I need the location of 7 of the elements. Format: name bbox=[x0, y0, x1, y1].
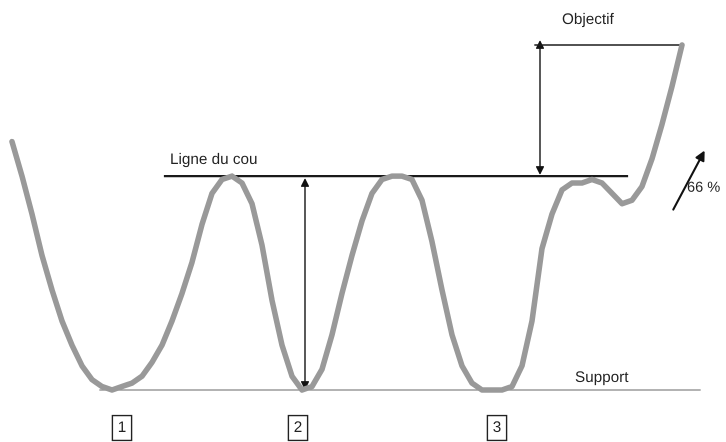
text: 3 bbox=[493, 421, 501, 432]
text: 1 bbox=[118, 421, 126, 432]
text: 66 % bbox=[688, 182, 720, 192]
ref-line-label: Ligne du cou bbox=[171, 152, 256, 168]
ref-line-label: Objectif bbox=[562, 12, 614, 28]
ref-line-label: Support bbox=[576, 371, 628, 386]
text: 2 bbox=[294, 421, 302, 432]
